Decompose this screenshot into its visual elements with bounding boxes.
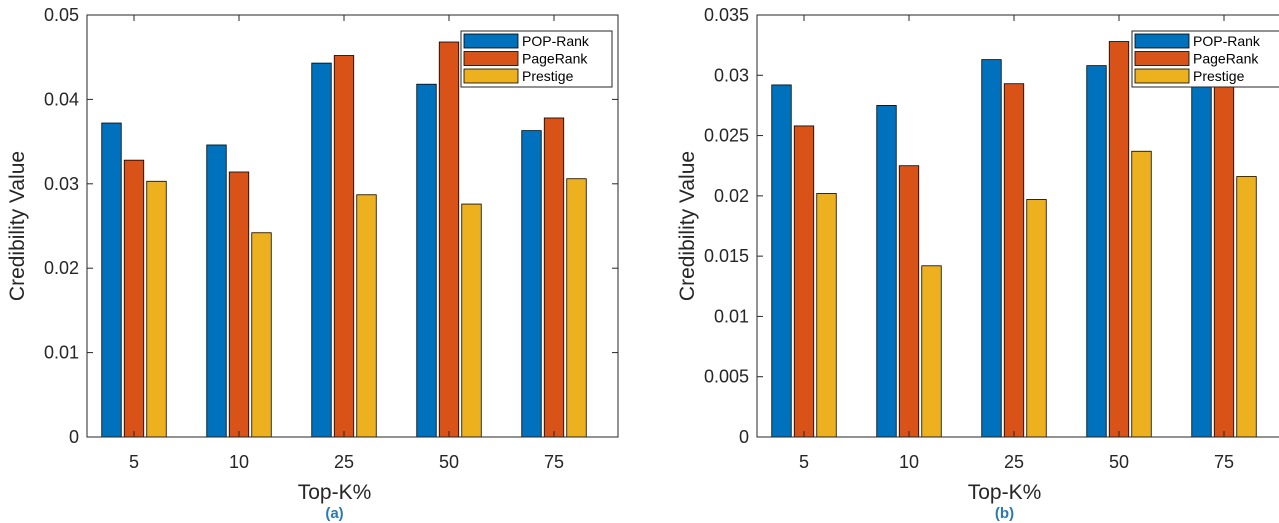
- bar-pop-rank-5: [101, 122, 122, 438]
- bar-prestige-5: [146, 180, 167, 438]
- bar-pagerank-75: [1213, 68, 1235, 438]
- legend-swatch: [1134, 68, 1190, 84]
- bar-prestige-25: [1026, 199, 1047, 438]
- legend-label: Prestige: [1193, 68, 1245, 84]
- bar-pagerank-50: [438, 41, 460, 438]
- bar-pagerank-25: [333, 55, 355, 438]
- bar-pagerank-5: [123, 159, 145, 438]
- x-axis-label-b: Top-K%: [968, 481, 1042, 504]
- x-ticks-b: 5 10 25 50 75: [799, 15, 1234, 472]
- y-tick-label: 0.01: [714, 306, 749, 326]
- chart-panel-a: 0 0.01 0.02 0.03 0.04 0.05 5 10 25 50 75 Credibil…: [6, 5, 619, 522]
- y-tick-label: 0.025: [704, 126, 749, 146]
- bar-prestige-10: [251, 232, 272, 438]
- legend-label: PageRank: [1193, 51, 1259, 67]
- x-tick-label: 75: [1214, 452, 1234, 472]
- legend-label: PageRank: [522, 51, 588, 67]
- bar-pop-rank-75: [1191, 79, 1212, 438]
- x-tick-label: 5: [799, 452, 809, 472]
- y-tick-label: 0.05: [44, 5, 79, 25]
- y-tick-label: 0.02: [714, 186, 749, 206]
- y-tick-label: 0.02: [44, 258, 79, 278]
- legend-swatch: [463, 33, 519, 49]
- x-tick-label: 10: [899, 452, 919, 472]
- bar-pop-rank-10: [206, 144, 227, 438]
- x-tick-label: 75: [544, 452, 564, 472]
- x-tick-label: 25: [334, 452, 354, 472]
- x-axis-label-a: Top-K%: [298, 481, 372, 504]
- bar-pagerank-25: [1003, 83, 1025, 438]
- bar-prestige-50: [461, 203, 482, 438]
- plot-frame-b: [756, 14, 1279, 438]
- bar-pop-rank-10: [876, 105, 897, 438]
- y-axis-label-b: Credibility Value: [676, 151, 699, 301]
- y-ticks-b: 0 0.005 0.01 0.015 0.02 0.025 0.03 0.035: [704, 5, 763, 447]
- legend-swatch: [463, 68, 519, 84]
- bars-b: [771, 41, 1257, 438]
- y-tick-label: 0.015: [704, 246, 749, 266]
- x-tick-label: 50: [1109, 452, 1129, 472]
- y-tick-label: 0: [69, 427, 79, 447]
- legend-swatch: [463, 51, 519, 66]
- bar-prestige-10: [921, 265, 942, 438]
- legend-label: POP-Rank: [522, 33, 590, 49]
- bar-prestige-75: [1236, 176, 1257, 438]
- y-tick-label: 0.01: [44, 343, 79, 363]
- x-tick-label: 25: [1004, 452, 1024, 472]
- bar-prestige-25: [356, 194, 377, 438]
- y-tick-label: 0.03: [44, 174, 79, 194]
- bars-a: [101, 41, 587, 438]
- bar-pop-rank-25: [311, 62, 332, 438]
- bar-pop-rank-25: [981, 59, 1002, 438]
- legend-label: Prestige: [522, 68, 574, 84]
- bar-pagerank-50: [1108, 41, 1130, 438]
- bar-pagerank-5: [793, 125, 815, 438]
- legend-swatch: [1134, 33, 1190, 49]
- y-tick-label: 0.04: [44, 89, 79, 109]
- x-ticks-a: 5 10 25 50 75: [129, 15, 564, 472]
- bar-pop-rank-75: [521, 130, 542, 438]
- y-tick-label: 0: [739, 427, 749, 447]
- bar-pop-rank-5: [771, 84, 792, 438]
- y-tick-label: 0.035: [704, 5, 749, 25]
- legend-swatch: [1134, 51, 1190, 66]
- plot-frame-a: [86, 14, 619, 438]
- bar-prestige-75: [566, 178, 587, 438]
- x-tick-label: 10: [229, 452, 249, 472]
- bar-prestige-5: [816, 193, 837, 438]
- bar-pop-rank-50: [416, 83, 437, 438]
- legend-label: POP-Rank: [1193, 33, 1261, 49]
- bar-prestige-50: [1131, 150, 1152, 438]
- panel-caption-a: (a): [325, 505, 343, 522]
- y-ticks-a: 0 0.01 0.02 0.03 0.04 0.05: [44, 5, 618, 447]
- x-tick-label: 5: [129, 452, 139, 472]
- bar-pagerank-10: [898, 165, 920, 438]
- bar-pagerank-10: [228, 171, 250, 438]
- bar-pagerank-75: [543, 117, 565, 438]
- y-tick-label: 0.03: [714, 65, 749, 85]
- y-axis-label-a: Credibility Value: [6, 151, 29, 301]
- bar-pop-rank-50: [1086, 65, 1107, 438]
- y-tick-label: 0.005: [704, 367, 749, 387]
- x-tick-label: 50: [439, 452, 459, 472]
- panel-caption-b: (b): [995, 505, 1014, 522]
